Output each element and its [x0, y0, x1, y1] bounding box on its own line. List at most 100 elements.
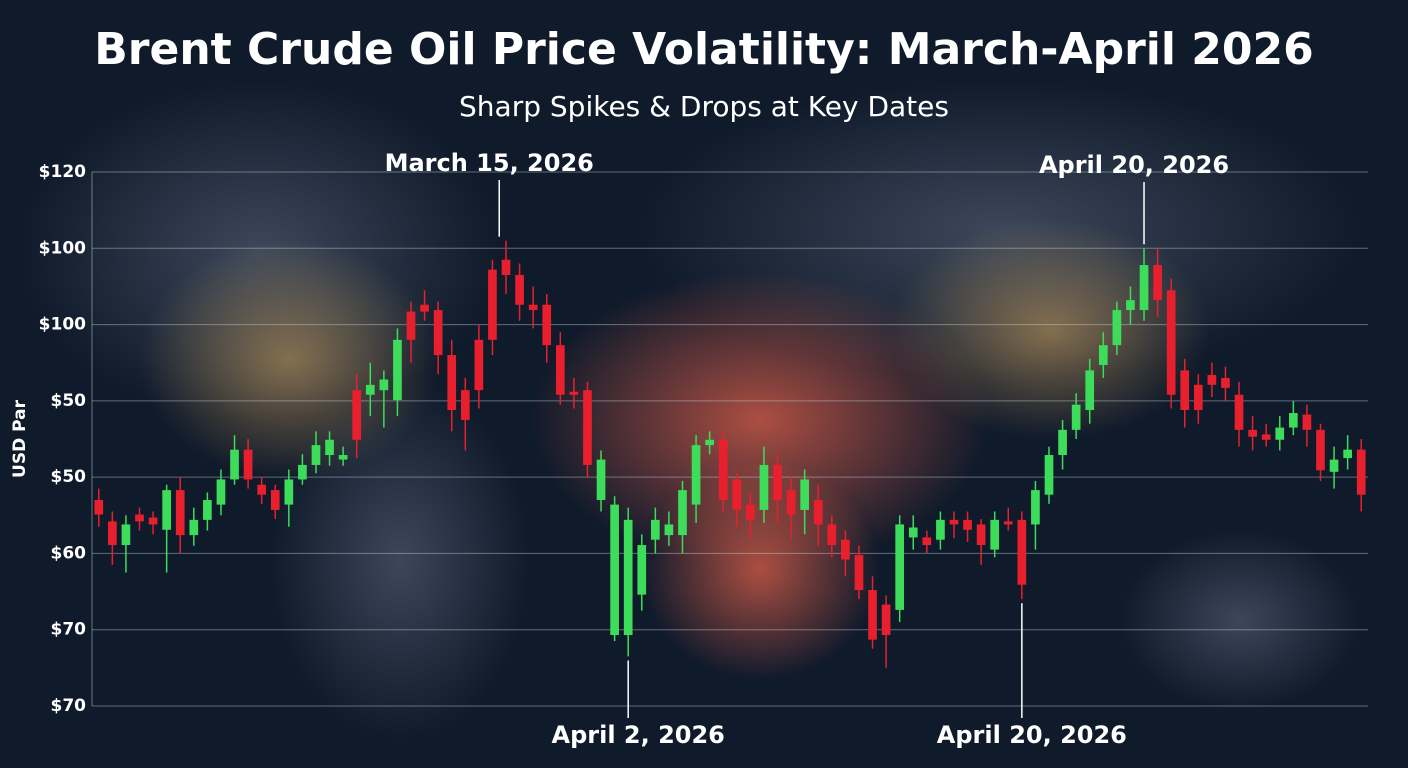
candle-body	[1207, 374, 1217, 385]
candle-body	[922, 537, 932, 546]
candle-body	[1343, 449, 1352, 459]
y-tick-label: $50	[51, 467, 87, 487]
candle-body	[298, 464, 307, 480]
candle-body	[352, 390, 362, 440]
candle-body	[230, 449, 239, 480]
candle-body	[175, 490, 185, 536]
candle-body	[1288, 413, 1298, 428]
y-tick-label: $70	[51, 696, 87, 716]
candle-body	[1139, 265, 1149, 311]
candle-body	[542, 304, 552, 346]
y-tick-label: $100	[39, 238, 86, 258]
y-tick-label: $70	[51, 620, 87, 640]
annotation-label: April 20, 2026	[1039, 151, 1229, 179]
candle-body	[596, 459, 606, 501]
candle-body	[827, 524, 837, 546]
candle-body	[705, 439, 714, 446]
annotation-label: April 2, 2026	[552, 721, 725, 749]
candle-body	[1180, 370, 1190, 411]
candle-body	[284, 479, 294, 505]
chart-title: Brent Crude Oil Price Volatility: March-…	[94, 24, 1313, 75]
candle-body	[1166, 290, 1176, 395]
candle-body	[623, 519, 633, 636]
candle-body	[1003, 521, 1013, 525]
candle-body	[908, 527, 918, 538]
candle-body	[732, 479, 742, 510]
candle-body	[1098, 345, 1108, 366]
candle-body	[1248, 429, 1257, 437]
candle-body	[393, 339, 402, 401]
candle-body	[1316, 429, 1325, 471]
candle-body	[162, 490, 172, 530]
candle-body	[637, 545, 647, 595]
candle-body	[976, 524, 986, 546]
candle-body	[474, 339, 484, 391]
candle-body	[718, 439, 728, 501]
candle-body	[515, 274, 524, 305]
candle-body	[528, 304, 538, 311]
candle-body	[1302, 414, 1312, 430]
candle-body	[813, 500, 823, 525]
y-tick-label: $100	[39, 315, 86, 335]
candle-body	[1193, 384, 1203, 411]
y-axis-label: USD Par	[10, 399, 30, 478]
candle-body	[786, 490, 796, 515]
candle-body	[881, 604, 891, 636]
candle-body	[420, 304, 429, 312]
candle-body	[841, 539, 850, 560]
candle-body	[936, 519, 945, 540]
candle-body	[1031, 490, 1040, 525]
candle-body	[854, 554, 864, 591]
candle-body	[1112, 310, 1122, 346]
candle-body	[868, 590, 877, 640]
y-tick-label: $50	[51, 391, 87, 411]
candle-body	[243, 449, 253, 480]
annotation-label: April 20, 2026	[937, 721, 1127, 749]
candle-body	[501, 259, 511, 275]
candle-body	[1356, 449, 1366, 495]
candle-body	[949, 519, 959, 525]
candle-body	[488, 269, 497, 340]
candle-body	[800, 479, 810, 510]
candle-body	[1153, 265, 1162, 301]
candle-body	[569, 391, 579, 395]
candle-body	[1017, 519, 1027, 585]
y-tick-label: $120	[39, 162, 86, 182]
chart-subtitle: Sharp Spikes & Drops at Key Dates	[459, 90, 949, 123]
candle-body	[189, 519, 199, 536]
candle-body	[773, 464, 782, 501]
candle-body	[1126, 300, 1135, 311]
candle-body	[963, 519, 972, 530]
candle-body	[990, 519, 1000, 550]
candle-body	[216, 479, 226, 505]
candle-body	[610, 504, 619, 636]
candle-body	[379, 379, 389, 391]
map-land	[1120, 530, 1360, 710]
candle-body	[365, 384, 375, 395]
map-glow	[530, 270, 990, 570]
candle-body	[678, 490, 687, 536]
candle-body	[1044, 455, 1054, 495]
candle-body	[583, 390, 592, 465]
map-glow	[890, 220, 1210, 440]
candle-body	[1071, 404, 1081, 430]
candle-body	[460, 390, 470, 420]
candle-body	[148, 517, 158, 525]
candle-body	[895, 524, 905, 610]
candle-body	[311, 445, 321, 465]
candle-body	[257, 484, 267, 495]
candle-body	[338, 455, 348, 460]
candle-body	[1234, 394, 1244, 430]
candle-body	[447, 355, 457, 411]
candle-body	[108, 521, 117, 546]
candle-body	[746, 504, 755, 520]
candle-body	[691, 445, 701, 505]
annotation-label: March 15, 2026	[385, 149, 594, 177]
candle-body	[650, 519, 660, 540]
map-glow	[140, 240, 440, 480]
candle-body	[406, 311, 416, 340]
candle-body	[555, 345, 565, 395]
candle-body	[121, 524, 131, 546]
